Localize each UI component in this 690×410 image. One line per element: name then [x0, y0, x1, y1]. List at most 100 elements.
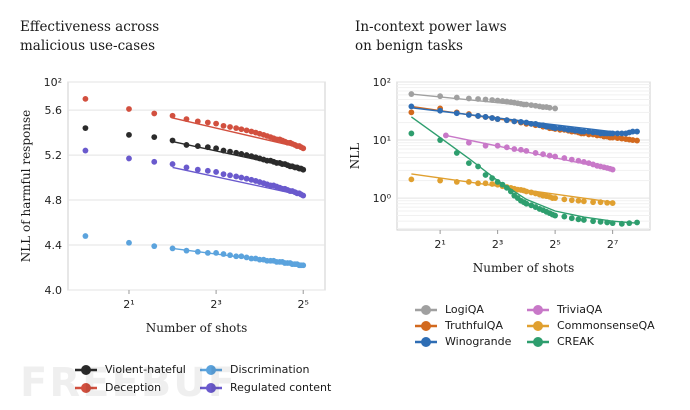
- x-tick-label: 2⁵: [549, 238, 560, 251]
- data-point-winogrande: [489, 115, 496, 121]
- data-point-violent-hateful: [194, 143, 201, 149]
- data-point-commonsenseqa: [568, 197, 575, 204]
- data-point-logiqa: [546, 104, 553, 111]
- series-regulated-content: [82, 147, 307, 199]
- data-point-regulated-content: [233, 173, 240, 180]
- x-tick-label: 2³: [492, 238, 503, 251]
- data-point-triviaqa: [442, 132, 449, 139]
- data-point-winogrande: [523, 119, 530, 126]
- data-point-winogrande: [590, 129, 596, 136]
- legend-swatch: [415, 321, 437, 331]
- data-point-creak: [552, 212, 559, 219]
- data-point-winogrande: [494, 116, 501, 122]
- right-title-line1: In-context power laws: [355, 19, 507, 35]
- data-point-commonsenseqa: [552, 195, 559, 201]
- data-point-commonsenseqa: [482, 180, 489, 187]
- data-point-deception: [238, 126, 245, 133]
- data-point-regulated-content: [238, 174, 245, 181]
- data-point-discrimination: [243, 254, 250, 261]
- legend-label: Deception: [105, 381, 162, 394]
- data-point-violent-hateful: [82, 125, 89, 131]
- data-point-regulated-content: [227, 172, 233, 179]
- data-point-truthfulqa: [408, 109, 415, 116]
- data-point-triviaqa: [532, 150, 539, 156]
- data-point-commonsenseqa: [597, 199, 604, 206]
- data-point-logiqa: [437, 93, 444, 100]
- legend-swatch-dot: [533, 337, 543, 347]
- data-point-violent-hateful: [248, 153, 255, 160]
- data-point-creak: [482, 172, 489, 178]
- y-axis-label: NLL: [348, 143, 362, 169]
- data-point-creak: [580, 217, 587, 223]
- y-tick-label: 4.4: [45, 239, 63, 252]
- data-point-triviaqa: [552, 153, 559, 160]
- series-commonsenseqa: [408, 173, 616, 206]
- data-point-discrimination: [248, 255, 255, 262]
- legend-label: TruthfulQA: [445, 319, 503, 332]
- legend-label: Discrimination: [230, 363, 310, 376]
- data-point-truthfulqa: [609, 134, 616, 141]
- data-point-regulated-content: [194, 166, 201, 173]
- data-point-truthfulqa: [614, 135, 621, 141]
- data-point-creak: [489, 175, 496, 182]
- chart-panel-1: 10⁰ 10¹ 10² 2¹ 2³ 2⁵ 2⁷ Number of shots NLL: [348, 76, 651, 275]
- data-point-logiqa: [523, 101, 530, 108]
- series-deception: [82, 95, 307, 152]
- data-point-discrimination: [227, 252, 233, 259]
- legend-swatch: [200, 383, 222, 393]
- data-point-violent-hateful: [238, 151, 245, 157]
- data-point-regulated-content: [126, 155, 132, 162]
- data-point-winogrande: [518, 119, 524, 125]
- data-point-commonsenseqa: [465, 178, 472, 185]
- data-point-winogrande: [552, 125, 559, 132]
- left-title-line2: malicious use-cases: [20, 38, 156, 54]
- y-tick-label: 10²: [44, 76, 62, 89]
- y-axis-label: NLL of harmful response: [19, 110, 33, 262]
- data-point-winogrande: [475, 113, 481, 119]
- series-triviaqa: [442, 132, 616, 173]
- data-point-triviaqa: [575, 157, 582, 164]
- data-point-triviaqa: [511, 146, 518, 152]
- legend-label: CREAK: [557, 335, 595, 348]
- chart-panel-0: 4.0 4.4 4.8 5.2 5.6 10² 2¹ 2³ 2⁵ Number of shots N…: [19, 76, 326, 335]
- series-creak: [408, 116, 640, 227]
- data-point-triviaqa: [561, 155, 568, 161]
- data-point-triviaqa: [494, 142, 501, 149]
- data-point-commonsenseqa: [475, 180, 481, 187]
- data-point-triviaqa: [503, 144, 510, 151]
- legend-swatch-dot: [421, 337, 431, 347]
- data-point-deception: [248, 128, 255, 135]
- data-point-logiqa: [453, 94, 460, 101]
- data-point-regulated-content: [220, 171, 227, 178]
- data-point-discrimination: [238, 253, 245, 260]
- data-point-commonsenseqa: [580, 198, 587, 205]
- legend-swatch-dot: [206, 365, 216, 375]
- data-point-triviaqa: [518, 146, 524, 153]
- data-point-regulated-content: [82, 147, 89, 154]
- data-point-triviaqa: [568, 156, 575, 163]
- data-point-winogrande: [614, 130, 621, 137]
- x-axis-label: Number of shots: [473, 261, 575, 275]
- y-tick-label: 10¹: [373, 134, 391, 147]
- legend-swatch-dot: [81, 365, 91, 375]
- legend-swatch-dot: [421, 321, 431, 331]
- data-point-creak: [568, 215, 575, 222]
- series-violent-hateful: [82, 125, 307, 173]
- data-point-creak: [561, 213, 568, 220]
- data-point-violent-hateful: [243, 152, 250, 158]
- data-point-logiqa: [494, 97, 501, 104]
- data-point-winogrande: [408, 103, 415, 110]
- legend-label: Regulated content: [230, 381, 332, 394]
- legend-swatch: [75, 383, 97, 393]
- data-point-creak: [475, 163, 481, 170]
- data-point-discrimination: [213, 249, 220, 256]
- data-point-violent-hateful: [213, 145, 220, 152]
- data-point-commonsenseqa: [604, 199, 611, 206]
- data-point-creak: [597, 218, 604, 225]
- data-point-violent-hateful: [169, 137, 176, 144]
- data-point-logiqa: [482, 96, 489, 103]
- fit-line-creak: [410, 116, 638, 224]
- data-point-commonsenseqa: [453, 178, 460, 185]
- data-point-creak: [609, 220, 616, 227]
- legend-swatch: [415, 337, 437, 347]
